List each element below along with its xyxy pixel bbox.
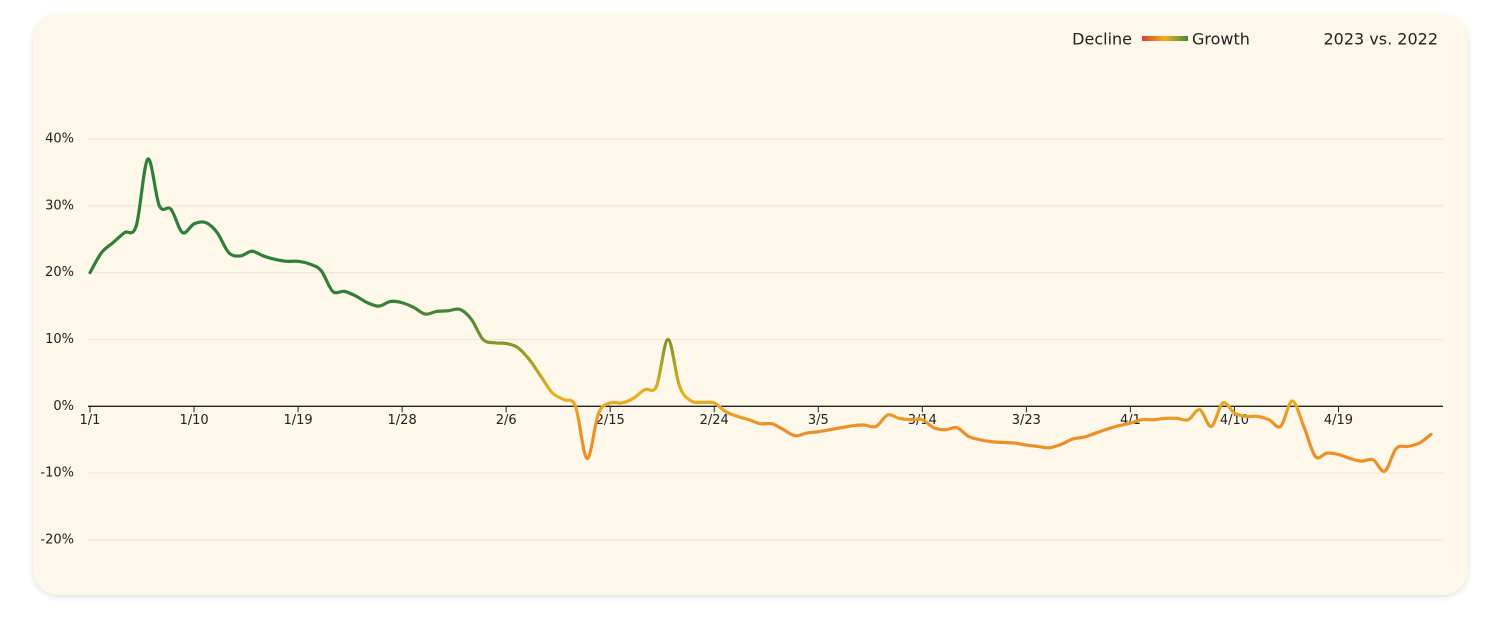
x-tick-label: 2/15 xyxy=(596,413,625,428)
x-tick-label: 3/5 xyxy=(808,413,829,428)
y-tick-label: 40% xyxy=(45,132,74,147)
y-tick-label: 0% xyxy=(53,399,74,414)
x-tick-label: 1/10 xyxy=(179,413,208,428)
x-tick-label: 1/1 xyxy=(80,413,101,428)
y-tick-label: 30% xyxy=(45,198,74,213)
x-tick-label: 1/28 xyxy=(388,413,417,428)
legend-high: Growth xyxy=(1192,30,1250,49)
x-tick-label: 4/19 xyxy=(1324,413,1353,428)
line xyxy=(88,157,1433,473)
x-tick-label: 2/24 xyxy=(700,413,729,428)
legend-low: Decline xyxy=(1072,30,1132,49)
x-tick-label: 2/6 xyxy=(496,413,517,428)
y-tick-label: 20% xyxy=(45,265,74,280)
y-tick-label: 10% xyxy=(45,332,74,347)
card xyxy=(33,14,1468,595)
x-tick-label: 3/23 xyxy=(1012,413,1041,428)
y-tick-label: -10% xyxy=(40,466,74,481)
chart-title: 2023 vs. 2022 xyxy=(1324,30,1439,49)
x-tick-label: 1/19 xyxy=(283,413,312,428)
y-tick-label: -20% xyxy=(40,533,74,548)
legend-gradient xyxy=(1142,36,1188,41)
